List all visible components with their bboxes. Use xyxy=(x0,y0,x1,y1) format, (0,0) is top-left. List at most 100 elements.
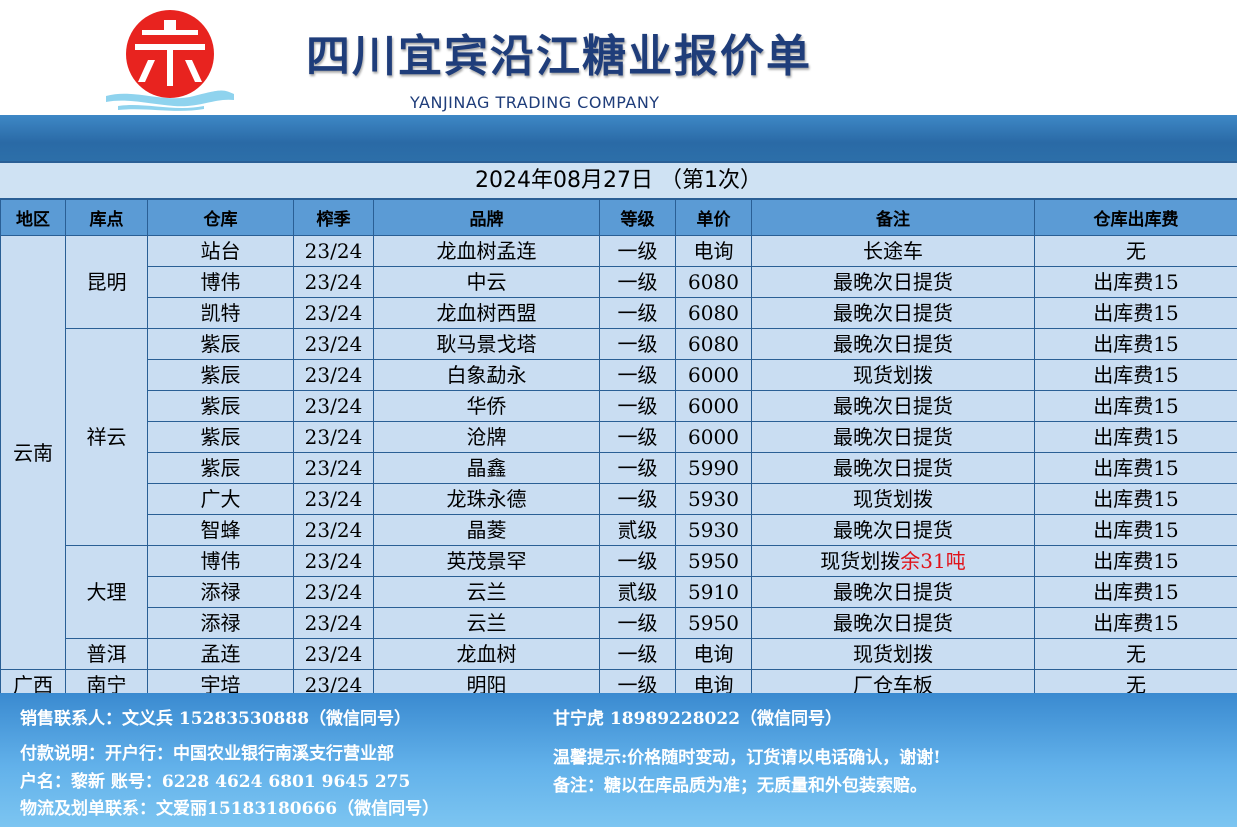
depot-cell: 祥云 xyxy=(65,328,148,546)
note-cell: 现货划拨 xyxy=(751,359,1035,391)
season-cell: 23/24 xyxy=(293,545,374,577)
brand-cell: 龙血树西盟 xyxy=(373,297,600,329)
table-row: 添禄 23/24 云兰 贰级 5910 最晚次日提货 出库费15 xyxy=(1,576,1237,608)
warehouse-cell: 紫辰 xyxy=(147,328,294,360)
note-text: 最晚次日提货 xyxy=(833,394,953,418)
fee-cell: 出库费15 xyxy=(1034,514,1237,546)
column-header: 榨季 xyxy=(293,199,374,236)
brand-cell: 耿马景戈塔 xyxy=(373,328,600,360)
note-text: 最晚次日提货 xyxy=(833,518,953,542)
warehouse-cell: 站台 xyxy=(147,235,294,267)
brand-cell: 英茂景罕 xyxy=(373,545,600,577)
table-row: 凯特 23/24 龙血树西盟 一级 6080 最晚次日提货 出库费15 xyxy=(1,297,1237,329)
grade-cell: 一级 xyxy=(599,607,676,639)
grade-cell: 一级 xyxy=(599,328,676,360)
warehouse-cell: 凯特 xyxy=(147,297,294,329)
grade-cell: 一级 xyxy=(599,390,676,422)
note-cell: 最晚次日提货 xyxy=(751,266,1035,298)
table-row: 博伟 23/24 中云 一级 6080 最晚次日提货 出库费15 xyxy=(1,266,1237,298)
note-text: 现货划拨 xyxy=(853,487,933,511)
note-cell: 现货划拨余31吨 xyxy=(751,545,1035,577)
note-text: 最晚次日提货 xyxy=(833,301,953,325)
footer: 销售联系人：文义兵 15283530888（微信同号） 甘宁虎 18989228… xyxy=(0,693,1237,827)
warehouse-cell: 添禄 xyxy=(147,607,294,639)
fee-cell: 出库费15 xyxy=(1034,359,1237,391)
brand-cell: 晶菱 xyxy=(373,514,600,546)
warehouse-cell: 紫辰 xyxy=(147,390,294,422)
note-text: 现货划拨 xyxy=(853,363,933,387)
table-header-row: 地区 库点 仓库 榨季 品牌 等级 单价 备注 仓库出库费 xyxy=(0,199,1237,236)
season-cell: 23/24 xyxy=(293,421,374,453)
season-cell: 23/24 xyxy=(293,576,374,608)
table-row: 紫辰 23/24 白象勐永 一级 6000 现货划拨 出库费15 xyxy=(1,359,1237,391)
season-cell: 23/24 xyxy=(293,328,374,360)
season-cell: 23/24 xyxy=(293,359,374,391)
grade-cell: 贰级 xyxy=(599,514,676,546)
note-cell: 现货划拨 xyxy=(751,638,1035,670)
price-cell: 6080 xyxy=(675,328,752,360)
price-cell: 电询 xyxy=(675,235,752,267)
fee-cell: 出库费15 xyxy=(1034,483,1237,515)
season-cell: 23/24 xyxy=(293,390,374,422)
price-cell: 6080 xyxy=(675,266,752,298)
note-extra-text: 余31吨 xyxy=(900,549,966,573)
note-text: 最晚次日提货 xyxy=(833,580,953,604)
brand-cell: 华侨 xyxy=(373,390,600,422)
page-title: 四川宜宾沿江糖业报价单 xyxy=(306,31,812,82)
fee-cell: 出库费15 xyxy=(1034,328,1237,360)
table-row: 智蜂 23/24 晶菱 贰级 5930 最晚次日提货 出库费15 xyxy=(1,514,1237,546)
price-table: 地区 库点 仓库 榨季 品牌 等级 单价 备注 仓库出库费 云南 昆明 站台 23/24 龙血树孟连 一级… xyxy=(0,199,1237,701)
brand-cell: 龙珠永德 xyxy=(373,483,600,515)
fee-cell: 出库费15 xyxy=(1034,545,1237,577)
note-cell: 最晚次日提货 xyxy=(751,390,1035,422)
grade-cell: 一级 xyxy=(599,235,676,267)
price-cell: 5910 xyxy=(675,576,752,608)
fee-cell: 出库费15 xyxy=(1034,266,1237,298)
payment-info: 付款说明：开户行：中国农业银行南溪支行营业部 xyxy=(20,744,394,764)
season-cell: 23/24 xyxy=(293,452,374,484)
header-band xyxy=(0,115,1237,161)
warehouse-cell: 紫辰 xyxy=(147,421,294,453)
price-cell: 6000 xyxy=(675,390,752,422)
brand-cell: 龙血树 xyxy=(373,638,600,670)
price-cell: 电询 xyxy=(675,638,752,670)
note-text: 最晚次日提货 xyxy=(833,332,953,356)
table-row: 添禄 23/24 云兰 一级 5950 最晚次日提货 出库费15 xyxy=(1,607,1237,639)
grade-cell: 一级 xyxy=(599,545,676,577)
grade-cell: 一级 xyxy=(599,266,676,298)
column-header: 备注 xyxy=(751,199,1035,236)
note-text: 最晚次日提货 xyxy=(833,611,953,635)
fee-cell: 出库费15 xyxy=(1034,607,1237,639)
note-cell: 最晚次日提货 xyxy=(751,607,1035,639)
note-text: 最晚次日提货 xyxy=(833,456,953,480)
note-cell: 最晚次日提货 xyxy=(751,576,1035,608)
note-text: 长途车 xyxy=(863,239,923,263)
table-body: 云南 昆明 站台 23/24 龙血树孟连 一级 电询 长途车无博伟 23/24 中云 一级 6080 最… xyxy=(0,235,1237,701)
table-row: 紫辰 23/24 华侨 一级 6000 最晚次日提货 出库费15 xyxy=(1,390,1237,422)
note-text: 最晚次日提货 xyxy=(833,425,953,449)
season-cell: 23/24 xyxy=(293,266,374,298)
brand-cell: 云兰 xyxy=(373,607,600,639)
table-row: 祥云 紫辰 23/24 耿马景戈塔 一级 6080 最晚次日提货 出库费15 xyxy=(1,328,1237,546)
region-cell: 云南 xyxy=(0,235,66,670)
season-cell: 23/24 xyxy=(293,483,374,515)
sales-contact-2: 甘宁虎 18989228022（微信同号） xyxy=(553,709,843,729)
price-cell: 5990 xyxy=(675,452,752,484)
depot-cell: 普洱 xyxy=(65,638,148,670)
header: 四川宜宾沿江糖业报价单 YANJINAG TRADING COMPANY xyxy=(0,0,1237,115)
logistics-contact: 物流及划单联系：文爱丽15183180666（微信同号） xyxy=(20,799,440,819)
grade-cell: 一级 xyxy=(599,638,676,670)
price-cell: 5950 xyxy=(675,607,752,639)
date-line: 2024年08月27日 （第1次） xyxy=(0,161,1237,199)
sales-contact-1: 销售联系人：文义兵 15283530888（微信同号） xyxy=(20,709,412,729)
depot-cell: 昆明 xyxy=(65,235,148,329)
price-tip: 温馨提示:价格随时变动，订货请以电话确认，谢谢! xyxy=(553,748,941,768)
price-cell: 6000 xyxy=(675,421,752,453)
column-header: 库点 xyxy=(65,199,148,236)
grade-cell: 一级 xyxy=(599,483,676,515)
table-row: 大理 博伟 23/24 英茂景罕 一级 5950 现货划拨余31吨 出库费15 xyxy=(1,545,1237,639)
warehouse-cell: 添禄 xyxy=(147,576,294,608)
grade-cell: 一级 xyxy=(599,297,676,329)
note-text: 现货划拨 xyxy=(853,642,933,666)
